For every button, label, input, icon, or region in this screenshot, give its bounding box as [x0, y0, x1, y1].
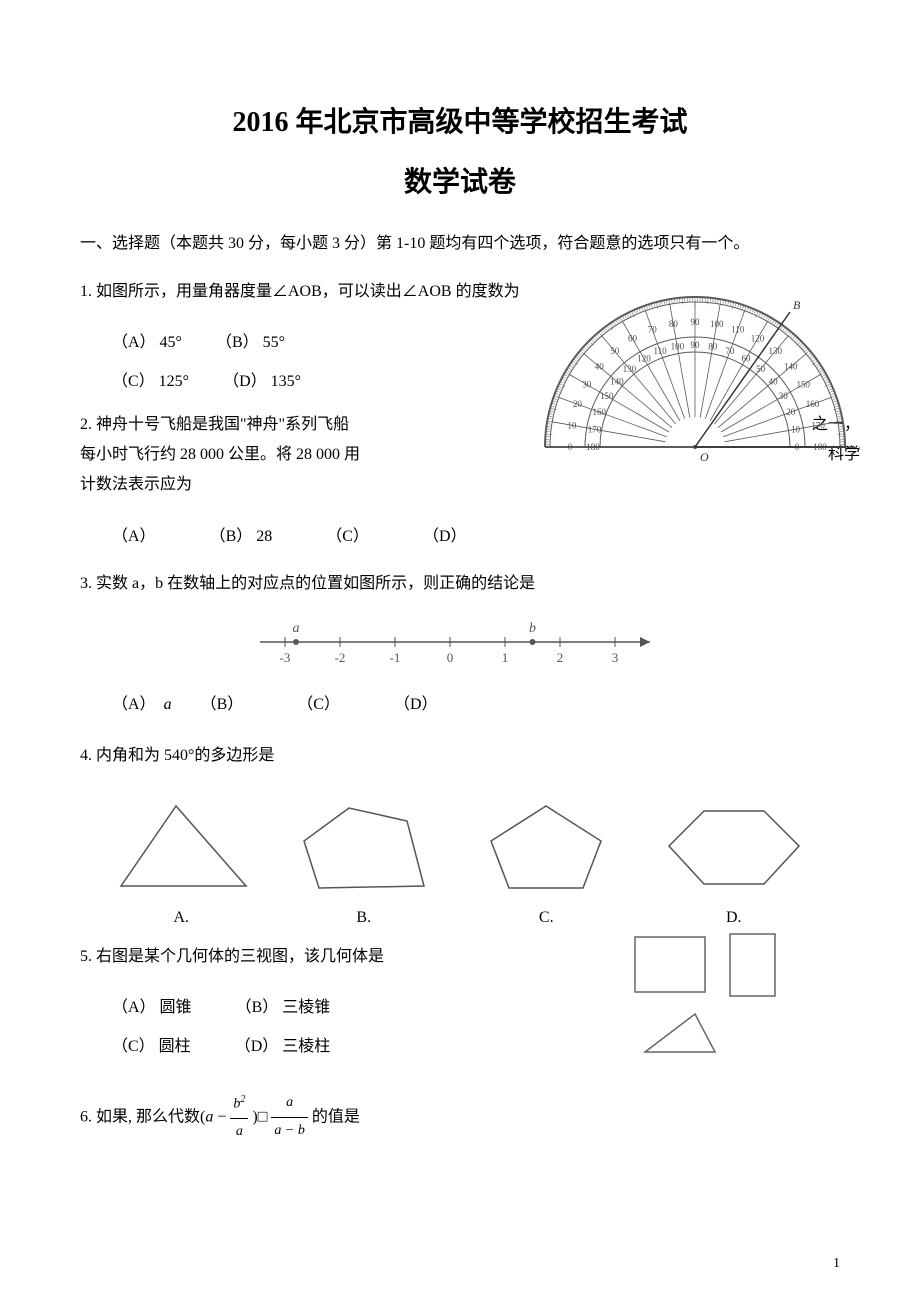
- svg-text:30: 30: [779, 391, 789, 401]
- q5-option-d: （D） 三棱柱: [235, 1029, 331, 1064]
- svg-text:90: 90: [691, 317, 701, 327]
- page-number: 1: [833, 1256, 840, 1272]
- q2-option-b: （B） 28: [210, 519, 273, 554]
- svg-text:40: 40: [769, 376, 779, 386]
- svg-text:170: 170: [811, 420, 825, 430]
- q2-option-c: （C）: [326, 519, 369, 554]
- exam-title-line1: 2016 年北京市高级中等学校招生考试: [80, 100, 840, 140]
- svg-text:0: 0: [447, 650, 454, 665]
- question-3-text: 3. 实数 a，b 在数轴上的对应点的位置如图所示，则正确的结论是: [80, 569, 840, 599]
- polygons-figure: A. B. C. D.: [80, 796, 840, 927]
- svg-text:20: 20: [786, 407, 796, 417]
- svg-text:0: 0: [568, 442, 573, 452]
- protractor-figure: 0102030405060708090100110120130140150160…: [530, 287, 860, 467]
- svg-text:b: b: [529, 621, 536, 636]
- question-2-options: （A） （B） 28 （C） （D）: [80, 519, 840, 554]
- svg-text:70: 70: [648, 324, 658, 334]
- svg-text:80: 80: [708, 341, 718, 351]
- svg-text:O: O: [700, 450, 709, 464]
- polygon-c: C.: [471, 796, 621, 927]
- q1-option-b: （B） 55°: [216, 325, 285, 360]
- svg-text:80: 80: [669, 319, 679, 329]
- svg-text:120: 120: [751, 333, 765, 343]
- three-view-figure: [620, 932, 820, 1062]
- number-line-figure: -3 -2 -1 0 1 2 3 a b: [80, 617, 840, 677]
- svg-text:150: 150: [600, 391, 614, 401]
- svg-text:110: 110: [654, 346, 668, 356]
- question-4-text: 4. 内角和为 540°的多边形是: [80, 741, 840, 771]
- svg-text:50: 50: [756, 364, 766, 374]
- polygon-a: A.: [106, 796, 256, 927]
- q3-option-c: （C）: [297, 687, 340, 722]
- q5-option-b: （B） 三棱锥: [236, 990, 331, 1025]
- svg-text:-1: -1: [390, 650, 401, 665]
- svg-text:B: B: [793, 298, 801, 312]
- svg-text:150: 150: [797, 379, 811, 389]
- q3-option-a: （A） a: [112, 687, 172, 722]
- svg-text:100: 100: [671, 341, 685, 351]
- exam-title-line2: 数学试卷: [80, 160, 840, 200]
- svg-text:50: 50: [610, 346, 620, 356]
- section-header: 一、选择题（本题共 30 分，每小题 3 分）第 1-10 题均有四个选项，符合…: [80, 230, 840, 259]
- q3-option-b: （B）: [201, 687, 244, 722]
- q5-option-a: （A） 圆锥: [112, 990, 192, 1025]
- svg-text:180: 180: [586, 442, 600, 452]
- question-3-options: （A） a （B） （C） （D）: [80, 687, 840, 722]
- svg-text:60: 60: [742, 353, 752, 363]
- svg-text:140: 140: [610, 376, 624, 386]
- question-1-container: 1. 如图所示，用量角器度量∠AOB，可以读出∠AOB 的度数为 （A） 45°…: [80, 277, 840, 400]
- svg-text:130: 130: [769, 346, 783, 356]
- polygon-b: B.: [289, 796, 439, 927]
- svg-text:60: 60: [628, 333, 638, 343]
- q2-option-a: （A）: [112, 519, 156, 554]
- q2-option-d: （D）: [423, 519, 467, 554]
- svg-text:2: 2: [557, 650, 564, 665]
- q2-text-part1: 2. 神舟十号飞船是我国"神舟"系列飞船: [80, 410, 430, 440]
- svg-text:a: a: [293, 621, 300, 636]
- svg-text:40: 40: [595, 361, 605, 371]
- svg-text:30: 30: [582, 379, 592, 389]
- q2-text-part5: 计数法表示应为: [80, 470, 840, 500]
- q1-option-c: （C） 125°: [112, 364, 189, 399]
- svg-text:160: 160: [806, 399, 820, 409]
- svg-text:20: 20: [573, 399, 583, 409]
- question-6-text: 6. 如果, 那么代数(a − b2a )□ aa − b 的值是: [80, 1090, 840, 1146]
- svg-text:110: 110: [731, 324, 745, 334]
- svg-text:3: 3: [612, 650, 619, 665]
- q3-option-d: （D）: [394, 687, 438, 722]
- q1-option-a: （A） 45°: [112, 325, 182, 360]
- svg-text:140: 140: [784, 361, 798, 371]
- svg-text:A: A: [856, 441, 860, 455]
- q1-option-d: （D） 135°: [223, 364, 301, 399]
- svg-text:170: 170: [588, 424, 602, 434]
- q2-text-part3: 每小时飞行约 28 000 公里。将 28 000 用: [80, 440, 430, 470]
- svg-text:-2: -2: [335, 650, 346, 665]
- svg-text:160: 160: [592, 407, 606, 417]
- svg-text:100: 100: [710, 319, 724, 329]
- svg-text:130: 130: [623, 364, 637, 374]
- polygon-d: D.: [654, 796, 814, 927]
- q5-option-c: （C） 圆柱: [112, 1029, 191, 1064]
- svg-text:120: 120: [637, 353, 651, 363]
- svg-text:90: 90: [691, 340, 701, 350]
- svg-text:10: 10: [567, 420, 577, 430]
- svg-text:-3: -3: [280, 650, 291, 665]
- svg-text:10: 10: [791, 424, 801, 434]
- svg-text:70: 70: [725, 346, 735, 356]
- svg-text:1: 1: [502, 650, 509, 665]
- question-5-container: 5. 右图是某个几何体的三视图，该几何体是 （A） 圆锥 （B） 三棱锥 （C）…: [80, 942, 840, 1065]
